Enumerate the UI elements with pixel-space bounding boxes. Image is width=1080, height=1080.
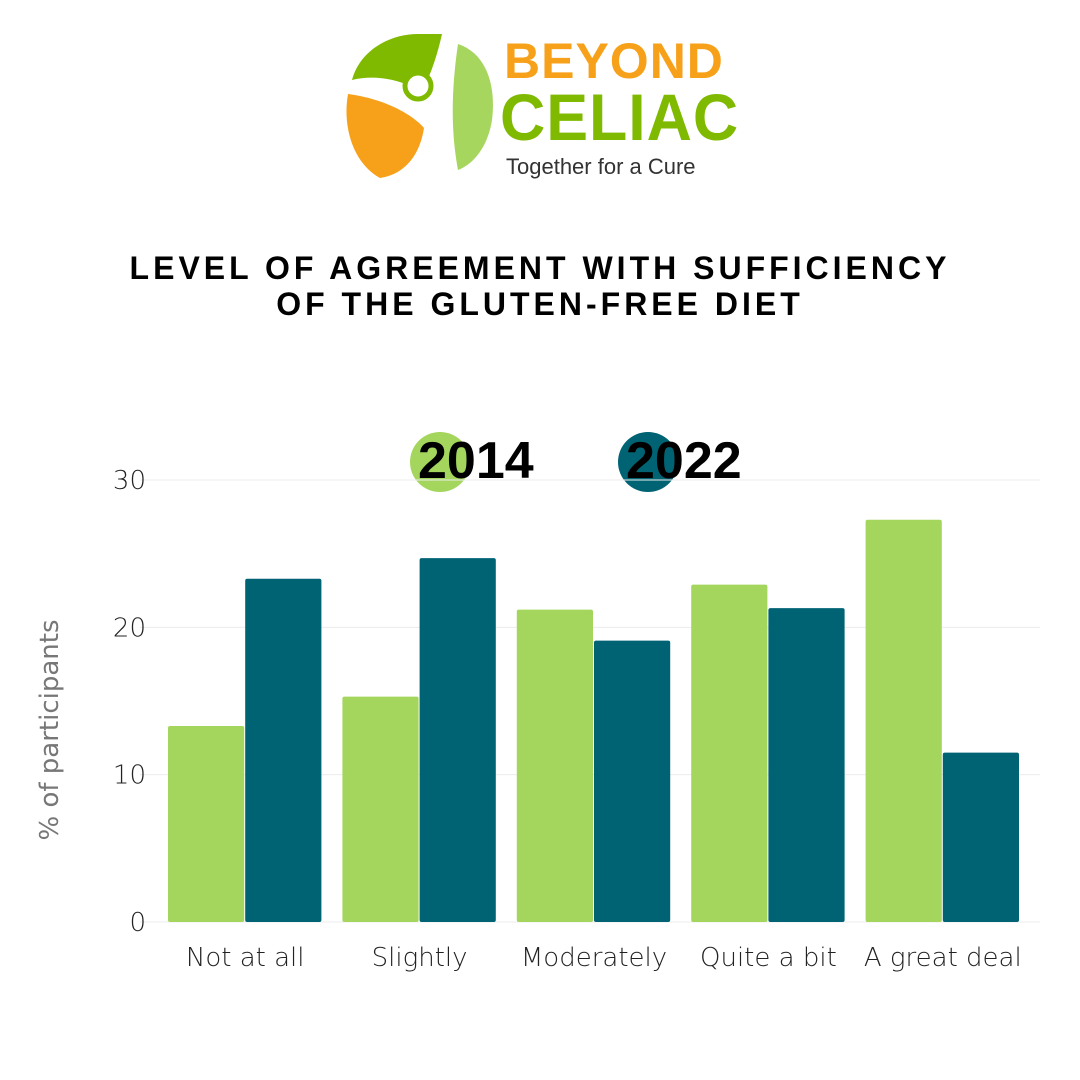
y-tick-label: 20 xyxy=(113,613,146,643)
logo-text-beyond: BEYOND xyxy=(504,33,724,89)
bar-2022 xyxy=(768,608,845,922)
bar-2014 xyxy=(691,584,768,922)
logo-text-celiac: CELIAC xyxy=(500,80,740,154)
y-axis-ticks: 0 10 20 30 xyxy=(113,466,146,938)
bar-2014 xyxy=(168,726,245,922)
logo-light-green-leaf xyxy=(452,44,493,170)
bar-2022 xyxy=(942,752,1019,922)
x-axis-categories: Not at all Slightly Moderately Quite a bit A… xyxy=(186,943,1022,973)
legend-swatch-2022 xyxy=(618,432,678,492)
y-axis-label: % of participants xyxy=(35,619,65,840)
x-category-label: Quite a bit xyxy=(700,943,837,973)
logo-tagline: Together for a Cure xyxy=(506,154,696,179)
x-category-label: Not at all xyxy=(186,943,305,973)
bar-2022 xyxy=(419,558,496,922)
bar-2014 xyxy=(342,696,419,922)
chart-title: LEVEL OF AGREEMENT WITH SUFFICIENCY OF T… xyxy=(129,250,951,322)
bar-2022 xyxy=(245,578,322,922)
legend-swatch-2014 xyxy=(410,432,470,492)
logo-orange-leaf xyxy=(346,94,424,178)
x-category-label: Slightly xyxy=(372,943,468,973)
logo-mark xyxy=(346,34,493,178)
x-category-label: A great deal xyxy=(864,943,1022,973)
y-tick-label: 30 xyxy=(113,466,146,496)
chart-bars xyxy=(168,519,1019,922)
bar-2022 xyxy=(594,640,671,922)
bar-2014 xyxy=(865,519,942,922)
y-tick-label: 0 xyxy=(129,908,146,938)
logo-head-circle xyxy=(402,70,434,102)
x-category-label: Moderately xyxy=(521,943,667,973)
y-tick-label: 10 xyxy=(113,761,146,791)
bar-2014 xyxy=(516,609,593,922)
